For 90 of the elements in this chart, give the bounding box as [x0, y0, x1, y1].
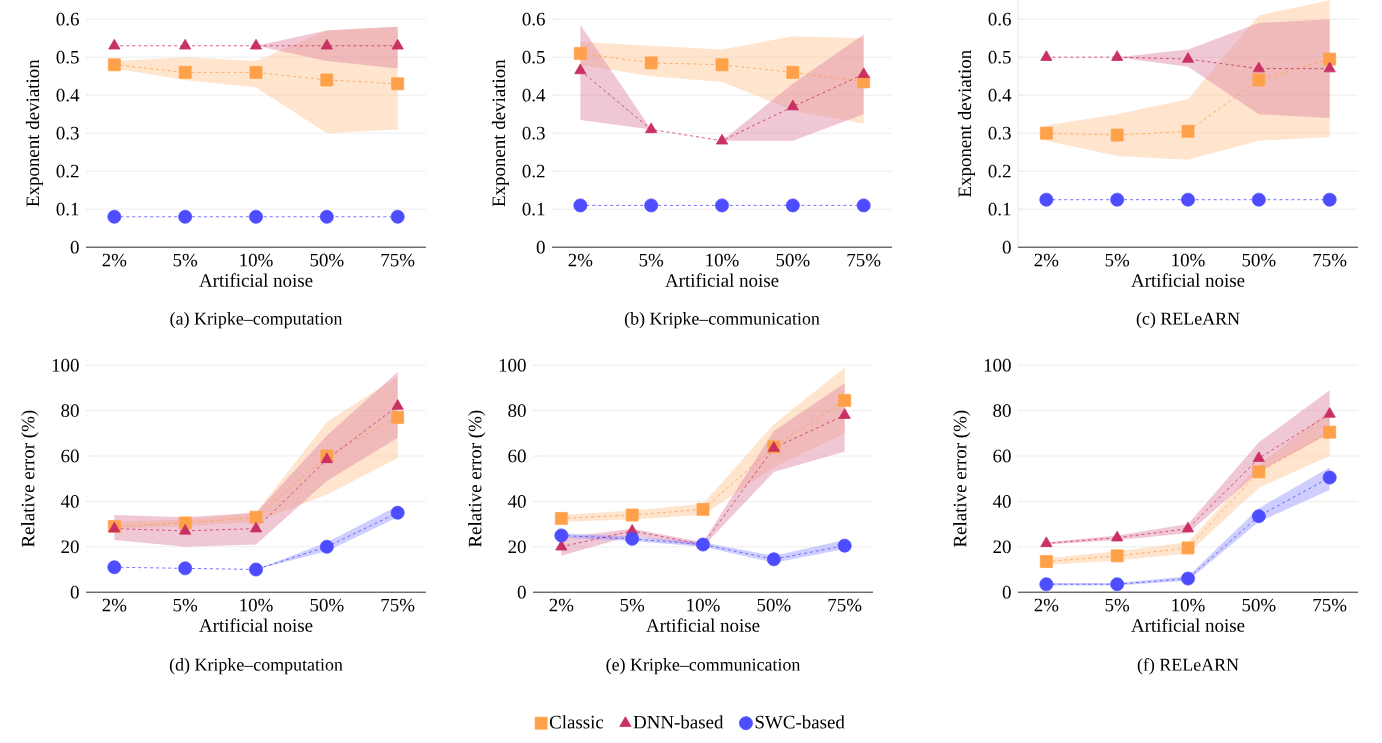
text: (e) Kripke–communication	[606, 657, 801, 675]
y-axis-title: Exponent deviation	[25, 59, 44, 207]
y-tick-label: 0.1	[988, 202, 1011, 216]
y-tick-label: 0.2	[56, 164, 79, 178]
x-tick-label: 5%	[1105, 598, 1130, 612]
y-axis-title: Relative error (%)	[21, 410, 39, 547]
y-tick-label: 60	[993, 449, 1011, 463]
y-tick-label: 20	[993, 540, 1011, 554]
x-tick-label: 10%	[240, 253, 273, 267]
x-tick-label: 50%	[310, 598, 344, 612]
y-tick-label: 80	[993, 404, 1011, 417]
x-tick-label: 5%	[639, 253, 664, 267]
x-tick-label: 2%	[1034, 253, 1059, 267]
y-tick-label: 0	[1002, 585, 1011, 599]
y-tick-label: 0.6	[56, 12, 79, 26]
x-tick-label: 5%	[173, 253, 198, 267]
text: (c) RELeARN	[1136, 311, 1240, 329]
text: (b) Kripke–communication	[624, 311, 820, 329]
y-tick-label: 0.5	[988, 50, 1011, 64]
y-tick-label: 60	[508, 449, 526, 463]
x-tick-label: 10%	[1172, 253, 1205, 267]
y-tick-label: 0	[517, 585, 526, 599]
y-tick-label: 0.2	[522, 164, 545, 178]
x-tick-label: 2%	[549, 598, 574, 612]
x-tick-label: 10%	[1172, 598, 1205, 612]
legend-label: Classic	[549, 715, 604, 729]
y-tick-label: 100	[52, 358, 79, 372]
y-tick-label: 0.4	[988, 88, 1012, 102]
x-axis-title: Artificial noise	[665, 273, 779, 287]
x-tick-label: 75%	[1313, 253, 1347, 267]
y-tick-label: 0.1	[56, 202, 79, 216]
y-tick-label: 0	[536, 240, 545, 254]
x-tick-label: 75%	[1313, 598, 1347, 612]
x-axis-title: Artificial noise	[646, 618, 760, 632]
x-tick-label: 5%	[173, 598, 198, 612]
y-tick-label: 0.6	[522, 12, 545, 26]
x-tick-label: 50%	[1242, 598, 1276, 612]
x-tick-label: 50%	[1242, 253, 1276, 267]
x-tick-label: 75%	[828, 598, 862, 612]
y-tick-label: 0.3	[522, 126, 545, 140]
y-tick-label: 0	[1002, 240, 1011, 254]
x-tick-label: 10%	[706, 253, 739, 267]
x-tick-label: 2%	[102, 253, 127, 267]
x-tick-label: 75%	[381, 598, 415, 612]
y-tick-label: 100	[984, 358, 1011, 372]
x-tick-label: 50%	[757, 598, 791, 612]
x-axis-title: Artificial noise	[199, 618, 313, 632]
y-tick-label: 40	[992, 494, 1011, 508]
x-tick-label: 50%	[776, 253, 810, 267]
y-axis-title: Exponent deviation	[491, 59, 510, 207]
y-tick-label: 80	[508, 404, 526, 417]
y-tick-label: 100	[499, 358, 526, 372]
y-tick-label: 40	[60, 494, 79, 508]
y-tick-label: 0.3	[988, 126, 1011, 140]
x-tick-label: 50%	[310, 253, 344, 267]
x-tick-label: 5%	[1105, 253, 1130, 267]
y-tick-label: 0.4	[56, 88, 80, 102]
x-axis-title: Artificial noise	[1131, 618, 1245, 632]
x-tick-label: 10%	[240, 598, 273, 612]
y-tick-label: 20	[508, 540, 526, 554]
text: (f) RELeARN	[1137, 657, 1239, 675]
x-tick-label: 10%	[687, 598, 720, 612]
text: (d) Kripke–computation	[169, 657, 343, 675]
y-tick-label: 0.6	[988, 12, 1011, 26]
y-tick-label: 80	[61, 404, 79, 417]
legend-label: DNN-based	[633, 715, 724, 729]
x-tick-label: 75%	[381, 253, 415, 267]
x-tick-label: 2%	[102, 598, 127, 612]
x-tick-label: 2%	[568, 253, 593, 267]
y-tick-label: 0.4	[522, 88, 546, 102]
legend-label: SWC-based	[755, 715, 845, 729]
y-tick-label: 0.3	[56, 126, 79, 140]
y-tick-label: 0.1	[522, 202, 545, 216]
y-tick-label: 0	[70, 585, 79, 599]
x-tick-label: 2%	[1034, 598, 1059, 612]
y-axis-title: Relative error (%)	[468, 410, 486, 547]
text: (a) Kripke–computation	[170, 311, 343, 329]
y-axis-title: Exponent deviation	[957, 50, 976, 197]
y-tick-label: 60	[61, 449, 79, 463]
y-axis-title: Relative error (%)	[953, 410, 971, 547]
x-tick-label: 5%	[620, 598, 645, 612]
y-tick-label: 0.5	[56, 50, 79, 64]
y-tick-label: 0.5	[522, 50, 545, 64]
x-axis-title: Artificial noise	[1131, 273, 1245, 287]
x-tick-label: 75%	[847, 253, 881, 267]
y-tick-label: 0.2	[988, 164, 1011, 178]
y-tick-label: 40	[507, 494, 526, 508]
x-axis-title: Artificial noise	[199, 273, 313, 287]
y-tick-label: 20	[61, 540, 79, 554]
y-tick-label: 0	[70, 240, 79, 254]
